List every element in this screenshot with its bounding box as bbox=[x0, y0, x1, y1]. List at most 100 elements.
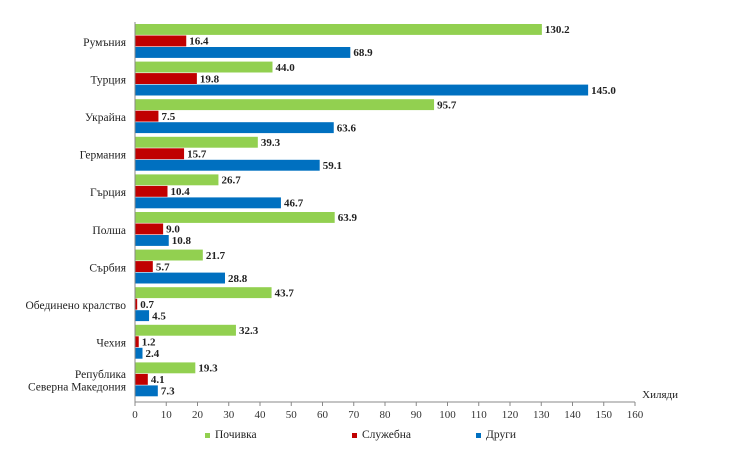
legend: Почивка Служебна Други bbox=[205, 429, 516, 441]
x-tick-label: 40 bbox=[255, 409, 267, 421]
category-label-1: Румъния bbox=[83, 37, 127, 49]
bar-3-1 bbox=[135, 47, 351, 58]
category-label-line: Северна Македония bbox=[28, 381, 127, 393]
bar-1-8 bbox=[135, 287, 272, 299]
bar-3-5 bbox=[135, 197, 281, 209]
legend-swatch-2 bbox=[352, 433, 357, 438]
value-label-3-7: 28.8 bbox=[228, 273, 248, 285]
value-label-2-8: 0.7 bbox=[140, 299, 154, 311]
value-label-3-10: 7.3 bbox=[161, 386, 175, 398]
category-label-line: Сърбия bbox=[89, 262, 126, 274]
bar-2-10 bbox=[135, 373, 148, 385]
x-tick-label: 10 bbox=[161, 409, 173, 421]
bar-2-2 bbox=[135, 73, 197, 84]
category-label-5: Гърция bbox=[90, 187, 127, 199]
value-label-3-8: 4.5 bbox=[152, 310, 166, 322]
bar-3-7 bbox=[135, 272, 225, 284]
bar-2-8 bbox=[135, 298, 138, 310]
x-axis-unit-label: Хиляди bbox=[642, 389, 678, 401]
legend-label-1: Почивка bbox=[215, 429, 257, 441]
value-label-3-5: 46.7 bbox=[284, 198, 304, 210]
bar-1-1 bbox=[135, 24, 542, 35]
value-label-1-9: 32.3 bbox=[239, 325, 259, 337]
value-label-1-6: 63.9 bbox=[338, 212, 358, 224]
bar-1-9 bbox=[135, 324, 236, 336]
bar-1-2 bbox=[135, 61, 273, 73]
category-label-6: Полша bbox=[92, 225, 126, 237]
bar-2-1 bbox=[135, 35, 187, 47]
value-label-2-6: 9.0 bbox=[166, 224, 180, 236]
x-tick-label: 90 bbox=[411, 409, 423, 421]
value-label-2-2: 19.8 bbox=[200, 73, 220, 85]
value-label-2-10: 4.1 bbox=[151, 374, 165, 386]
bar-1-3 bbox=[135, 99, 435, 111]
bar-3-9 bbox=[135, 347, 143, 359]
value-label-2-7: 5.7 bbox=[156, 261, 170, 273]
bar-1-4 bbox=[135, 136, 258, 148]
value-label-2-1: 16.4 bbox=[189, 36, 209, 48]
category-label-8: Обединено кралство bbox=[25, 300, 126, 312]
value-label-2-3: 7.5 bbox=[161, 111, 175, 123]
value-label-3-6: 10.8 bbox=[172, 235, 192, 247]
value-label-2-5: 10.4 bbox=[171, 186, 191, 198]
x-tick-label: 160 bbox=[627, 409, 644, 421]
legend-swatch-3 bbox=[476, 433, 481, 438]
category-label-line: Полша bbox=[92, 225, 126, 237]
value-label-1-7: 21.7 bbox=[206, 250, 226, 262]
category-label-2: Турция bbox=[90, 74, 126, 86]
category-label-10: Република Северна Македония bbox=[28, 369, 127, 394]
category-label-line: Румъния bbox=[83, 37, 127, 49]
bar-1-10 bbox=[135, 362, 196, 374]
x-tick-label: 120 bbox=[502, 409, 519, 421]
bar-2-6 bbox=[135, 223, 164, 235]
x-tick-label: 0 bbox=[132, 409, 138, 421]
legend-swatch-1 bbox=[205, 433, 210, 438]
bar-2-9 bbox=[135, 336, 139, 348]
x-tick-label: 60 bbox=[317, 409, 329, 421]
bar-2-4 bbox=[135, 148, 185, 160]
value-label-1-3: 95.7 bbox=[437, 99, 457, 111]
x-tick-label: 70 bbox=[348, 409, 360, 421]
category-label-line: Обединено кралство bbox=[25, 300, 126, 312]
category-label-line: Чехия bbox=[96, 338, 126, 350]
category-label-4: Германия bbox=[80, 150, 127, 162]
bar-3-3 bbox=[135, 122, 334, 134]
x-tick-label: 140 bbox=[564, 409, 581, 421]
category-label-line: Украйна bbox=[85, 112, 126, 124]
value-label-1-1: 130.2 bbox=[545, 24, 570, 36]
x-tick-label: 150 bbox=[596, 409, 613, 421]
value-label-2-9: 1.2 bbox=[142, 337, 156, 349]
value-label-3-9: 2.4 bbox=[146, 348, 160, 360]
bar-1-6 bbox=[135, 212, 335, 223]
category-labels-group: Румъния Турция Украйна Германия Гърция Полша С… bbox=[25, 37, 126, 394]
bar-1-5 bbox=[135, 174, 219, 186]
x-tick-label: 130 bbox=[533, 409, 550, 421]
x-ticks-group: 0 10 20 30 40 50 60 70 80 90 100 110 120 130 140 150 160 bbox=[132, 402, 644, 421]
bar-2-5 bbox=[135, 185, 168, 197]
legend-label-3: Други bbox=[486, 429, 516, 441]
x-tick-label: 50 bbox=[286, 409, 298, 421]
category-label-3: Украйна bbox=[85, 112, 126, 124]
bar-1-7 bbox=[135, 249, 203, 261]
x-tick-label: 110 bbox=[471, 409, 488, 421]
category-label-line: Гърция bbox=[90, 187, 127, 199]
bar-3-6 bbox=[135, 235, 169, 246]
legend-label-2: Служебна bbox=[362, 429, 411, 441]
category-label-line: Турция bbox=[90, 74, 126, 86]
value-labels-group: 130.2 16.4 68.9 44.0 19.8 145.0 95.7 7.5 63.6 39.… bbox=[140, 24, 616, 397]
value-label-3-4: 59.1 bbox=[323, 160, 342, 172]
category-label-line: Германия bbox=[80, 150, 127, 162]
x-tick-label: 30 bbox=[223, 409, 235, 421]
value-label-1-10: 19.3 bbox=[198, 363, 218, 375]
x-tick-label: 100 bbox=[439, 409, 456, 421]
x-tick-label: 80 bbox=[380, 409, 392, 421]
bar-3-2 bbox=[135, 84, 589, 96]
value-label-3-3: 63.6 bbox=[337, 122, 357, 134]
value-label-1-4: 39.3 bbox=[261, 137, 281, 149]
bars-group bbox=[135, 24, 589, 397]
value-label-3-1: 68.9 bbox=[353, 47, 373, 59]
category-label-line: Република bbox=[75, 369, 126, 381]
bar-3-8 bbox=[135, 310, 150, 322]
bar-2-3 bbox=[135, 110, 159, 122]
